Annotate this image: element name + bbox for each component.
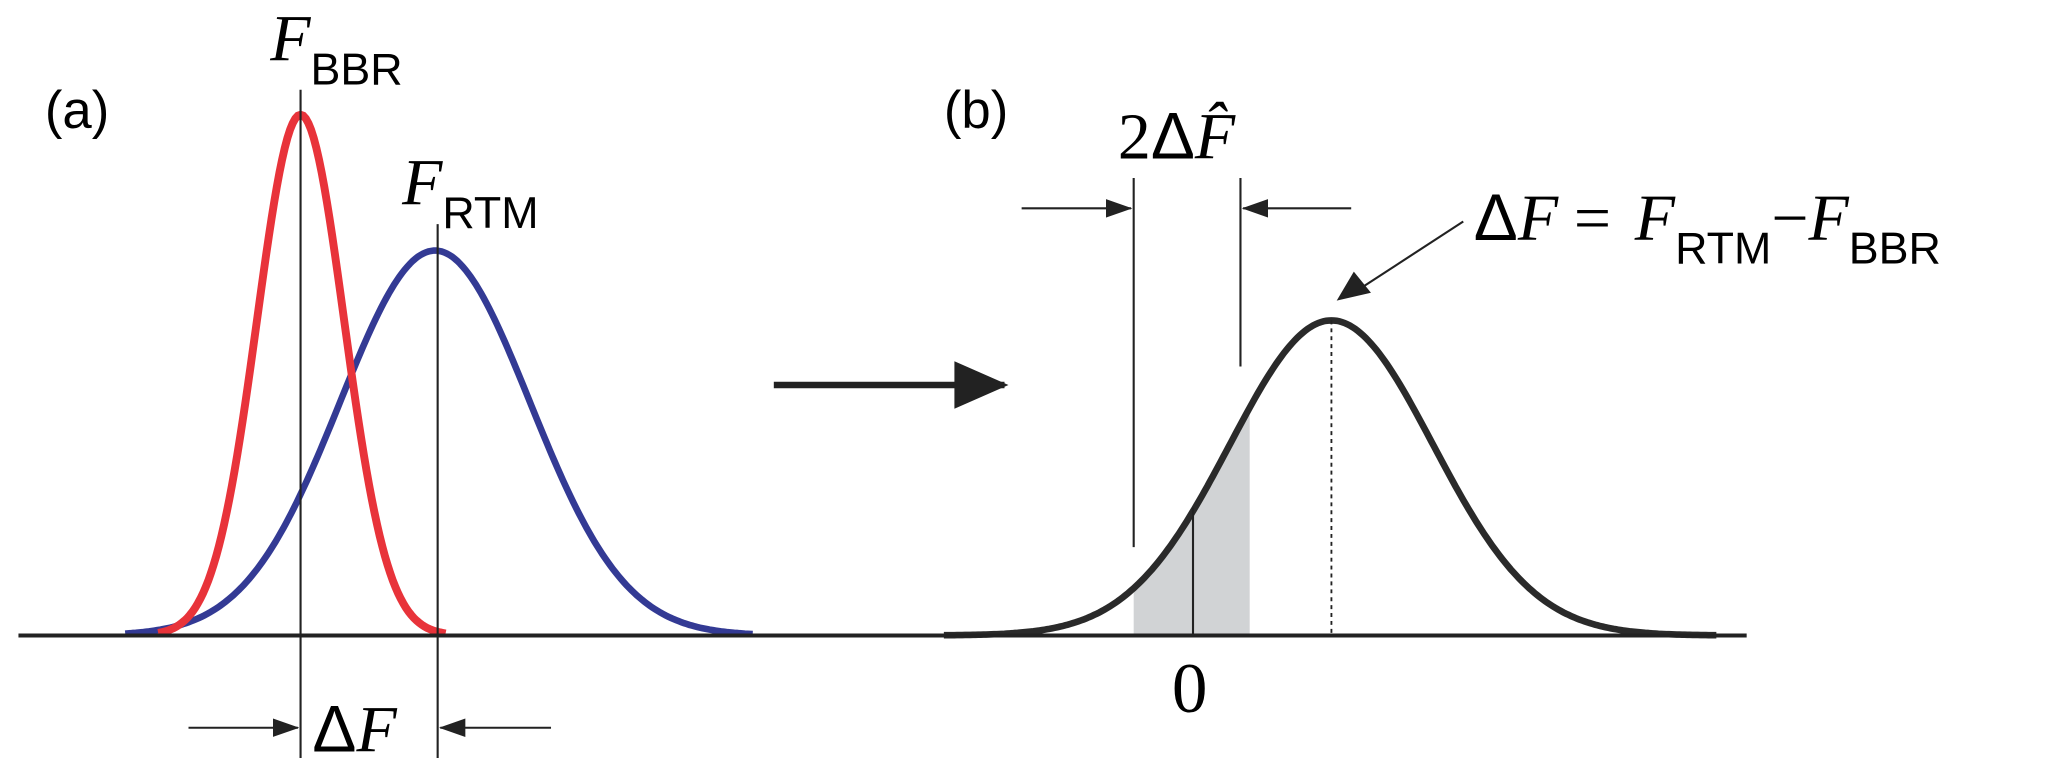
subscript: RTM	[442, 188, 538, 238]
symbol: F	[355, 693, 397, 766]
symbol: F̂	[1194, 100, 1236, 173]
f-rtm-label: FRTM	[401, 146, 539, 238]
zero-label: 0	[1172, 650, 1208, 728]
minus: −	[1771, 182, 1808, 255]
panel-label: (b)	[944, 81, 1008, 140]
symbol: F	[1517, 182, 1559, 255]
f-bbr-label: FBBR	[269, 3, 402, 95]
delta: Δ	[1474, 180, 1518, 254]
pointer-head	[1336, 271, 1371, 301]
panel-label: (a)	[45, 81, 109, 140]
symbol: F	[401, 146, 443, 219]
subscript: RTM	[1675, 224, 1771, 274]
coef: 2	[1118, 100, 1151, 173]
symbol: F	[1634, 182, 1676, 255]
subscript: BBR	[311, 44, 403, 94]
width-label: 2ΔF̂	[1118, 98, 1236, 173]
bbr-curve	[157, 110, 447, 638]
rtm-curve	[124, 247, 753, 638]
subscript: BBR	[1849, 224, 1941, 274]
transition-arrowhead	[954, 361, 1009, 409]
delta-f-label: ΔF	[312, 691, 397, 766]
delta: Δ	[1151, 98, 1195, 172]
symbol: F	[269, 3, 311, 76]
symbol: F	[1808, 182, 1850, 255]
pointer	[1357, 220, 1464, 291]
delta: Δ	[312, 691, 356, 765]
difference-curve	[943, 317, 1717, 639]
curves	[124, 110, 1717, 639]
equals: =	[1574, 182, 1611, 255]
equation: ΔF = FRTM−FBBR	[1474, 180, 1941, 274]
